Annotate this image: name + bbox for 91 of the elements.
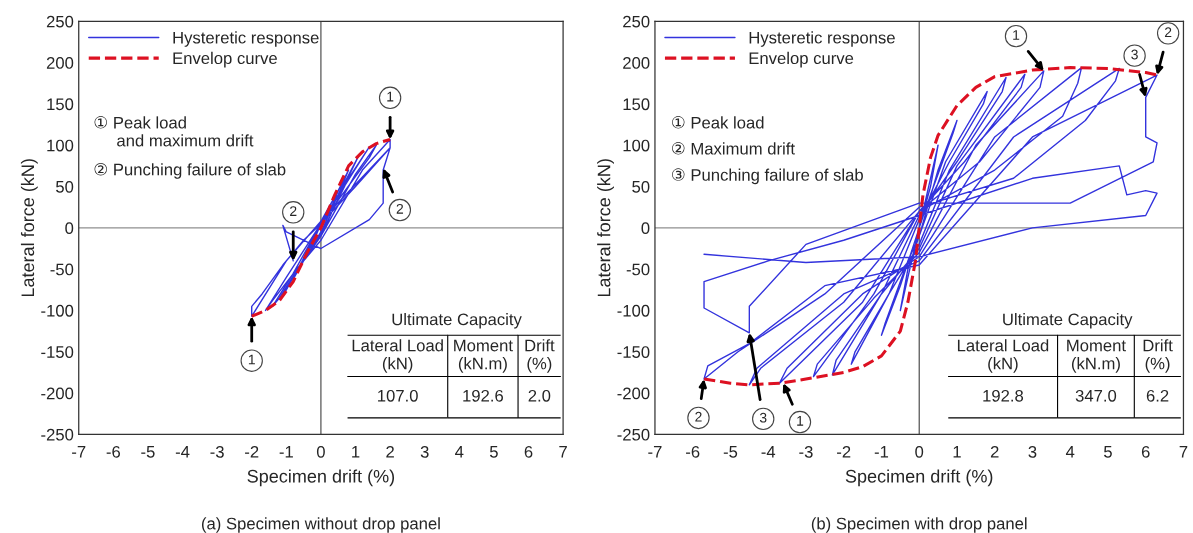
y-tick-label: -50 (50, 263, 74, 276)
y-axis-title: Lateral force (kN) (20, 159, 38, 297)
annotation: 3 (1131, 49, 1138, 60)
annotation: ① Peak load and maximum drift (94, 116, 254, 147)
x-tick-label: 7 (559, 446, 567, 458)
legend-label: Envelop curve (749, 51, 854, 68)
x-tick-label: 6 (524, 445, 533, 458)
x-tick-label: -5 (141, 446, 155, 458)
y-axis-title: Lateral force (kN) (597, 159, 614, 297)
y-tick-label: -200 (41, 387, 74, 400)
x-tick-label: 7 (1179, 446, 1188, 458)
annotation: 2 (695, 411, 702, 422)
y-tick-label: 50 (56, 180, 74, 193)
annotation: ② Maximum drift (672, 142, 795, 155)
legend-label: Envelop curve (173, 51, 277, 68)
annotation: 1 (248, 354, 255, 365)
y-tick-label: 50 (632, 180, 650, 193)
legend-label: Hysteretic response (749, 31, 895, 47)
x-tick-label: 4 (1065, 446, 1075, 458)
annotation: 347.0 (1075, 389, 1117, 402)
annotation: Moment (kN.m) (454, 339, 513, 373)
x-tick-label: 1 (953, 446, 961, 458)
annotation: 2 (396, 203, 404, 214)
y-tick-label: 0 (65, 222, 74, 235)
x-tick-label: -4 (175, 446, 190, 458)
x-tick-label: 2 (990, 445, 999, 458)
annotation: 192.6 (463, 389, 504, 402)
y-tick-label: -100 (41, 304, 74, 317)
annotation: Lateral Load (kN) (352, 339, 443, 373)
annotation: 192.8 (983, 389, 1024, 402)
x-tick-label: -1 (279, 446, 293, 458)
annotation: 1 (387, 91, 394, 102)
x-tick-label: 6 (1141, 445, 1150, 458)
annotation: ① Peak load (672, 116, 764, 129)
x-tick-label: -6 (106, 445, 121, 458)
x-tick-label: 2 (386, 445, 394, 458)
y-tick-label: -150 (41, 346, 74, 358)
x-tick-label: -3 (210, 445, 224, 458)
annotation: 1 (797, 416, 804, 426)
y-tick-label: 100 (623, 139, 650, 152)
annotation: Drift (%) (1143, 339, 1173, 373)
x-tick-label: -7 (72, 446, 86, 458)
annotation: 6.2 (1146, 389, 1169, 402)
y-tick-label: 150 (47, 98, 74, 111)
annotation: Lateral Load (kN) (957, 339, 1049, 373)
text: (a) Specimen without drop panel (201, 517, 440, 533)
x-tick-label: 4 (455, 446, 464, 458)
annotation: 2.0 (528, 389, 551, 402)
y-tick-label: 250 (623, 15, 650, 28)
annotation: 107.0 (378, 389, 418, 402)
y-tick-label: -250 (41, 428, 74, 441)
annotation: 1 (1013, 30, 1020, 40)
annotation: ② Punching failure of slab (94, 163, 286, 179)
x-axis-title: Specimen drift (%) (247, 469, 395, 487)
y-tick-label: -50 (626, 263, 650, 276)
x-tick-label: 0 (316, 445, 325, 458)
x-tick-label: 5 (1103, 446, 1112, 458)
y-tick-label: -200 (617, 387, 650, 400)
x-tick-label: 0 (915, 445, 924, 458)
x-tick-label: 1 (352, 446, 360, 458)
legend-label: Hysteretic response (173, 31, 319, 47)
x-tick-label: 3 (1028, 445, 1037, 458)
annotation: Drift (%) (525, 339, 555, 373)
annotation: Ultimate Capacity (392, 313, 522, 329)
text: (b) Specimen with drop panel (811, 517, 1027, 533)
x-tick-label: 5 (489, 446, 498, 458)
x-tick-label: -4 (761, 446, 776, 458)
x-tick-label: -1 (874, 446, 889, 458)
annotation: Moment (kN.m) (1067, 339, 1126, 373)
y-tick-label: 250 (46, 15, 74, 28)
annotation: Ultimate Capacity (1003, 313, 1133, 329)
y-tick-label: -250 (617, 428, 650, 441)
x-tick-label: -2 (837, 445, 851, 458)
x-tick-label: -6 (686, 445, 700, 458)
x-tick-label: -2 (245, 445, 259, 458)
annotation: 3 (759, 412, 767, 423)
annotation: 2 (290, 206, 297, 216)
annotation: 2 (1164, 27, 1172, 37)
x-tick-label: -7 (648, 446, 662, 458)
x-tick-label: -3 (799, 445, 813, 458)
y-tick-label: -150 (617, 346, 650, 358)
annotation: ③ Punching failure of slab (672, 168, 863, 185)
y-tick-label: 150 (623, 98, 650, 111)
y-tick-label: 0 (641, 222, 650, 235)
y-tick-label: 200 (623, 57, 650, 69)
y-tick-label: -100 (617, 304, 650, 317)
x-axis-title: Specimen drift (%) (845, 469, 993, 487)
y-tick-label: 200 (46, 57, 74, 69)
x-tick-label: 3 (420, 445, 429, 458)
x-tick-label: -5 (723, 446, 738, 458)
y-tick-label: 100 (47, 139, 74, 152)
